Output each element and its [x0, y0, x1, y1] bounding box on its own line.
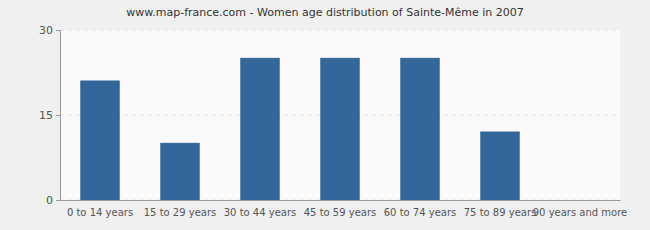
y-tick-label: 15: [39, 109, 53, 122]
x-tick: 15 to 29 years: [144, 200, 217, 218]
x-tick: 60 to 74 years: [384, 200, 457, 218]
x-tick: 45 to 59 years: [304, 200, 377, 218]
chart: www.map-france.com - Women age distribut…: [0, 0, 650, 230]
x-tick-label: 30 to 44 years: [224, 207, 297, 218]
x-tick-label: 60 to 74 years: [384, 207, 457, 218]
x-axis: 0 to 14 years 15 to 29 years 30 to 44 year…: [61, 200, 628, 218]
bars: [81, 58, 519, 200]
y-tick: 0: [46, 194, 60, 207]
y-axis-line: [56, 31, 61, 201]
plot: 0 15 30 0 to 14 years 15 to 29 years 30 to 44…: [39, 24, 627, 218]
bar: [481, 132, 519, 200]
x-tick-label: 15 to 29 years: [144, 207, 217, 218]
y-tick-label: 0: [46, 194, 53, 207]
x-tick: 0 to 14 years: [67, 200, 133, 218]
y-tick: 15: [39, 109, 60, 122]
plot-area: [60, 30, 620, 200]
y-tick-mark: [56, 200, 60, 201]
x-tick-label: 75 to 89 years: [464, 207, 537, 218]
y-tick: 30: [39, 24, 60, 37]
x-tick: 75 to 89 years: [464, 200, 537, 218]
bar: [161, 143, 199, 200]
x-axis-line: [61, 200, 621, 201]
y-axis: 0 15 30: [39, 24, 61, 207]
x-tick-label: 0 to 14 years: [67, 207, 133, 218]
x-tick-label: 90 years and more: [533, 207, 628, 218]
bar: [401, 58, 439, 200]
y-tick-mark: [56, 115, 60, 116]
background: [0, 0, 650, 230]
title: www.map-france.com - Women age distribut…: [126, 6, 524, 19]
grid-line: [60, 30, 620, 31]
bar: [561, 200, 599, 201]
x-tick-label: 45 to 59 years: [304, 207, 377, 218]
y-tick-label: 30: [39, 24, 53, 37]
y-tick-mark: [56, 30, 60, 31]
bar: [241, 58, 279, 200]
x-tick: 30 to 44 years: [224, 200, 297, 218]
bar: [81, 81, 119, 200]
x-tick: 90 years and more: [533, 200, 628, 218]
bar: [321, 58, 359, 200]
